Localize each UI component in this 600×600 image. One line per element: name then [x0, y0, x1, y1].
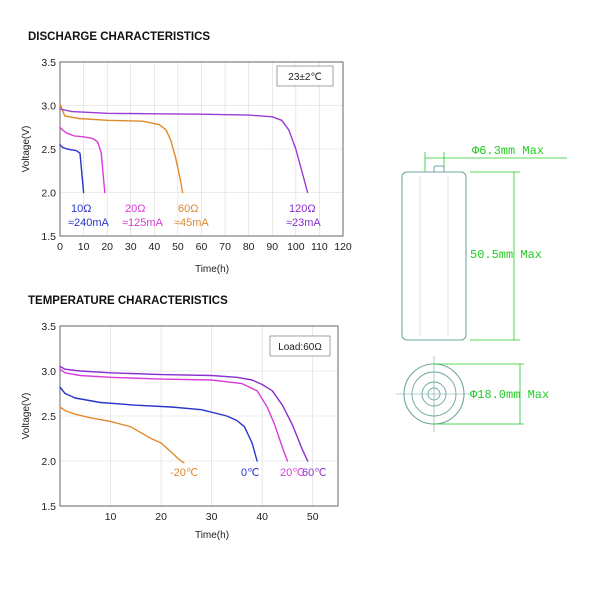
height-label: 50.5mm Max	[470, 248, 542, 262]
discharge-x-tick-7: 70	[219, 241, 231, 253]
temperature-condition-label: Load:60Ω	[278, 342, 322, 353]
discharge-x-tick-11: 110	[311, 241, 328, 253]
label-10ohm: 10Ω	[71, 203, 91, 215]
label-60c: 60℃	[302, 467, 327, 479]
discharge-x-tick-0: 0	[57, 241, 63, 253]
temperature-ticks: 10 20 30 40 50 1.5 2.0 2.5 3.0 3.5	[41, 321, 318, 523]
temperature-y-tick-1: 2.0	[41, 456, 56, 468]
discharge-y-tick-4: 3.5	[41, 57, 56, 69]
label-45ma: ≈45mA	[174, 217, 209, 229]
temperature-y-tick-4: 3.5	[41, 321, 56, 333]
battery-body	[401, 171, 467, 341]
top-diameter-label: Φ6.3mm Max	[472, 144, 544, 158]
bottom-diameter-label: Φ18.0mm Max	[470, 388, 549, 402]
discharge-y-tick-1: 2.0	[41, 188, 56, 200]
label-20c: 20℃	[280, 467, 305, 479]
temperature-x-tick-4: 50	[307, 511, 319, 523]
temperature-series-line-1	[59, 386, 258, 462]
label-120ohm: 120Ω	[289, 203, 316, 215]
discharge-x-tick-10: 100	[287, 241, 305, 253]
discharge-ticks: 0 10 20 30 40 50 60 70 80 90 100 110 120 1.5 2.0 2.5 3.0…	[41, 57, 352, 253]
discharge-condition-label: 23±2℃	[288, 72, 321, 83]
temperature-x-tick-3: 40	[256, 511, 268, 523]
discharge-plot-frame	[59, 61, 344, 237]
label-23ma: ≈23mA	[286, 217, 321, 229]
discharge-y-tick-0: 1.5	[41, 231, 56, 243]
discharge-x-axis-label: Time(h)	[195, 264, 229, 275]
label-125ma: ≈125mA	[122, 217, 164, 229]
discharge-series-group	[59, 103, 309, 194]
temperature-x-tick-2: 30	[206, 511, 218, 523]
label-0c: 0℃	[241, 467, 259, 479]
label-240ma: ≈240mA	[68, 217, 110, 229]
label-minus20c: -20℃	[170, 467, 198, 479]
temperature-x-tick-0: 10	[105, 511, 117, 523]
discharge-x-tick-3: 30	[125, 241, 137, 253]
label-20ohm: 20Ω	[125, 203, 145, 215]
discharge-y-axis-label: Voltage(V)	[21, 126, 32, 173]
temperature-condition-box	[269, 335, 331, 357]
discharge-x-tick-1: 10	[78, 241, 90, 253]
discharge-x-tick-2: 20	[101, 241, 113, 253]
temperature-x-tick-1: 20	[155, 511, 167, 523]
temperature-series-line-3	[59, 365, 309, 462]
temperature-y-axis-label: Voltage(V)	[21, 393, 32, 440]
discharge-series-line-2	[59, 103, 184, 194]
temperature-series-line-2	[59, 368, 289, 462]
temperature-series-line-0	[59, 406, 185, 464]
discharge-series-line-1	[59, 126, 106, 194]
discharge-x-tick-8: 80	[243, 241, 255, 253]
discharge-series-line-0	[59, 143, 85, 194]
temperature-x-axis-label: Time(h)	[195, 530, 229, 541]
discharge-x-tick-9: 90	[266, 241, 278, 253]
discharge-condition-box	[276, 65, 334, 87]
temperature-plot-frame	[59, 325, 339, 507]
discharge-x-tick-12: 120	[334, 241, 352, 253]
discharge-chart: DISCHARGE CHARACTERISTICS 0 10 20 30 40 50 60 7…	[21, 31, 352, 275]
discharge-series-line-3	[59, 108, 309, 194]
discharge-y-tick-2: 2.5	[41, 144, 56, 156]
discharge-y-tick-3: 3.0	[41, 101, 56, 113]
discharge-x-tick-6: 60	[196, 241, 208, 253]
temperature-y-tick-0: 1.5	[41, 501, 56, 513]
discharge-x-tick-4: 40	[148, 241, 160, 253]
temperature-chart-title: TEMPERATURE CHARACTERISTICS	[28, 295, 228, 307]
temperature-chart: TEMPERATURE CHARACTERISTICS 10 20 30 40 50 1.…	[21, 295, 339, 541]
discharge-x-tick-5: 50	[172, 241, 184, 253]
discharge-chart-title: DISCHARGE CHARACTERISTICS	[28, 31, 210, 43]
temperature-series-group	[59, 365, 309, 464]
temperature-y-tick-3: 3.0	[41, 366, 56, 378]
battery-dimension-diagram: Φ6.3mm Max 50.5mm Max Φ18.0mm Max	[396, 144, 567, 432]
temperature-y-tick-2: 2.5	[41, 411, 56, 423]
label-60ohm: 60Ω	[178, 203, 198, 215]
